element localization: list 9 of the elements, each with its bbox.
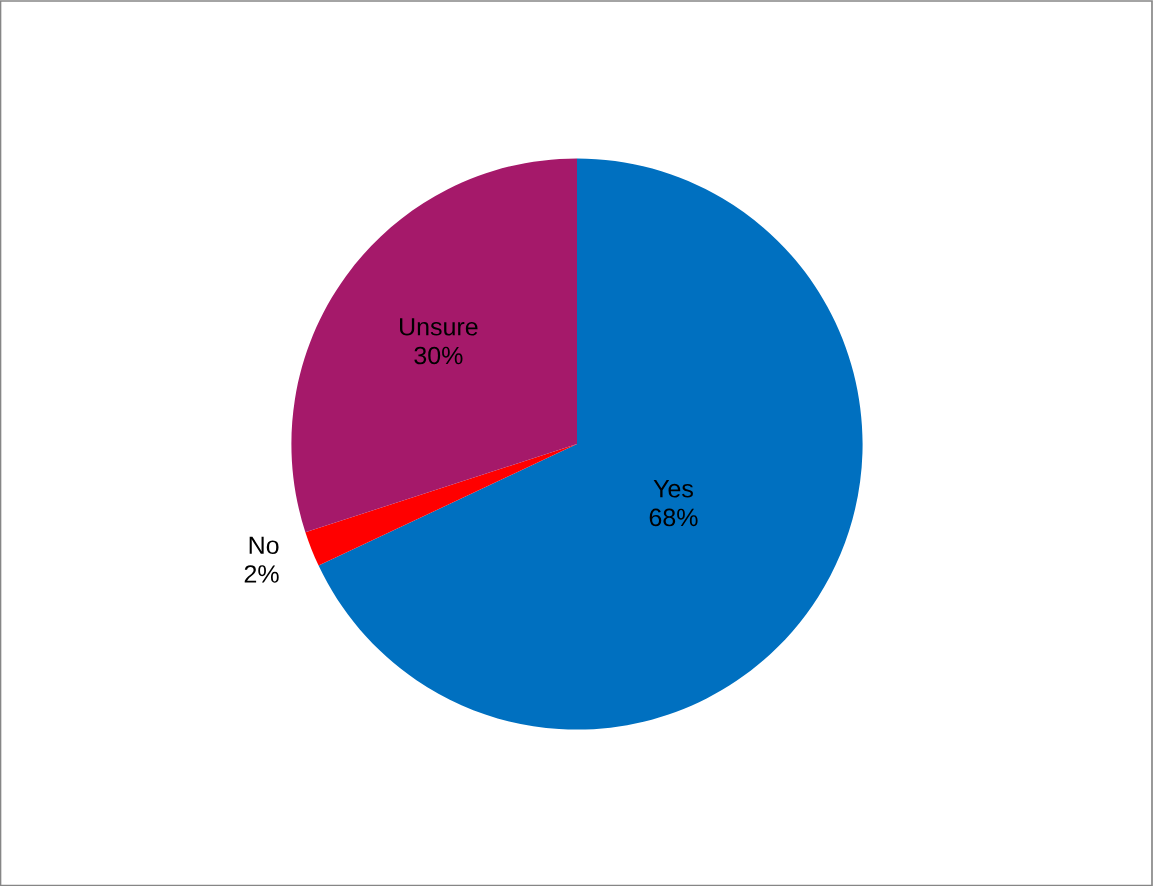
slice-label: No <box>249 536 279 555</box>
data-label: 68% <box>649 508 698 527</box>
pie-slice <box>291 158 577 533</box>
pie-slice <box>305 444 577 566</box>
data-label: 30% <box>414 346 463 365</box>
data-label: 2% <box>244 565 279 583</box>
slice-label: Unsure <box>400 318 478 336</box>
slice-label: Yes <box>653 480 693 498</box>
pie-slice <box>318 158 863 730</box>
